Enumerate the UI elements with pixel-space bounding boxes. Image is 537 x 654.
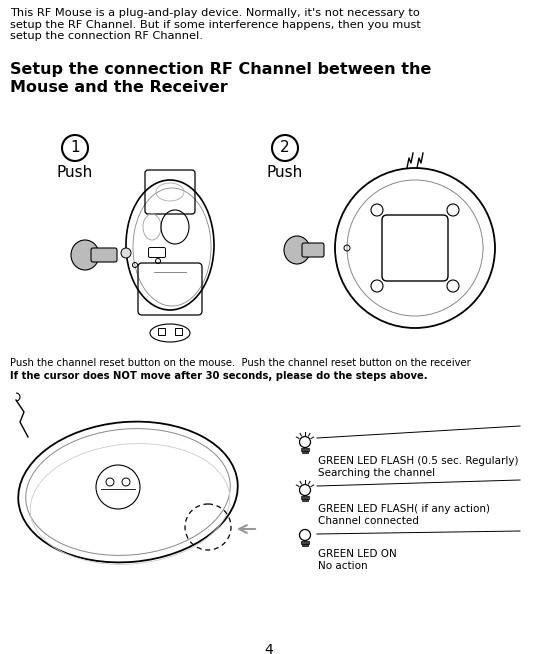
Ellipse shape <box>71 240 99 270</box>
Bar <box>301 447 309 451</box>
Bar <box>302 543 308 546</box>
Text: This RF Mouse is a plug-and-play device. Normally, it's not necessary to
setup t: This RF Mouse is a plug-and-play device.… <box>10 8 421 41</box>
Text: Channel connected: Channel connected <box>318 516 419 526</box>
Bar <box>301 496 309 498</box>
Text: 2: 2 <box>280 141 290 156</box>
FancyBboxPatch shape <box>91 248 117 262</box>
Text: GREEN LED ON: GREEN LED ON <box>318 549 397 559</box>
Bar <box>301 540 309 543</box>
Bar <box>158 328 165 335</box>
FancyBboxPatch shape <box>302 243 324 257</box>
Text: GREEN LED FLASH (0.5 sec. Regularly): GREEN LED FLASH (0.5 sec. Regularly) <box>318 456 519 466</box>
Text: No action: No action <box>318 561 368 571</box>
Text: If the cursor does NOT move after 30 seconds, please do the steps above.: If the cursor does NOT move after 30 sec… <box>10 371 427 381</box>
Ellipse shape <box>284 236 310 264</box>
Text: Searching the channel: Searching the channel <box>318 468 435 478</box>
Bar <box>175 328 182 335</box>
Text: Push: Push <box>57 165 93 180</box>
Text: 4: 4 <box>264 643 273 654</box>
Text: Push the channel reset button on the mouse.  Push the channel reset button on th: Push the channel reset button on the mou… <box>10 358 471 368</box>
Text: GREEN LED FLASH( if any action): GREEN LED FLASH( if any action) <box>318 504 490 514</box>
Circle shape <box>121 248 131 258</box>
Text: Push: Push <box>267 165 303 180</box>
Text: Setup the connection RF Channel between the
Mouse and the Receiver: Setup the connection RF Channel between … <box>10 62 431 95</box>
Bar <box>302 451 308 453</box>
Text: 1: 1 <box>70 141 80 156</box>
Bar <box>302 498 308 501</box>
